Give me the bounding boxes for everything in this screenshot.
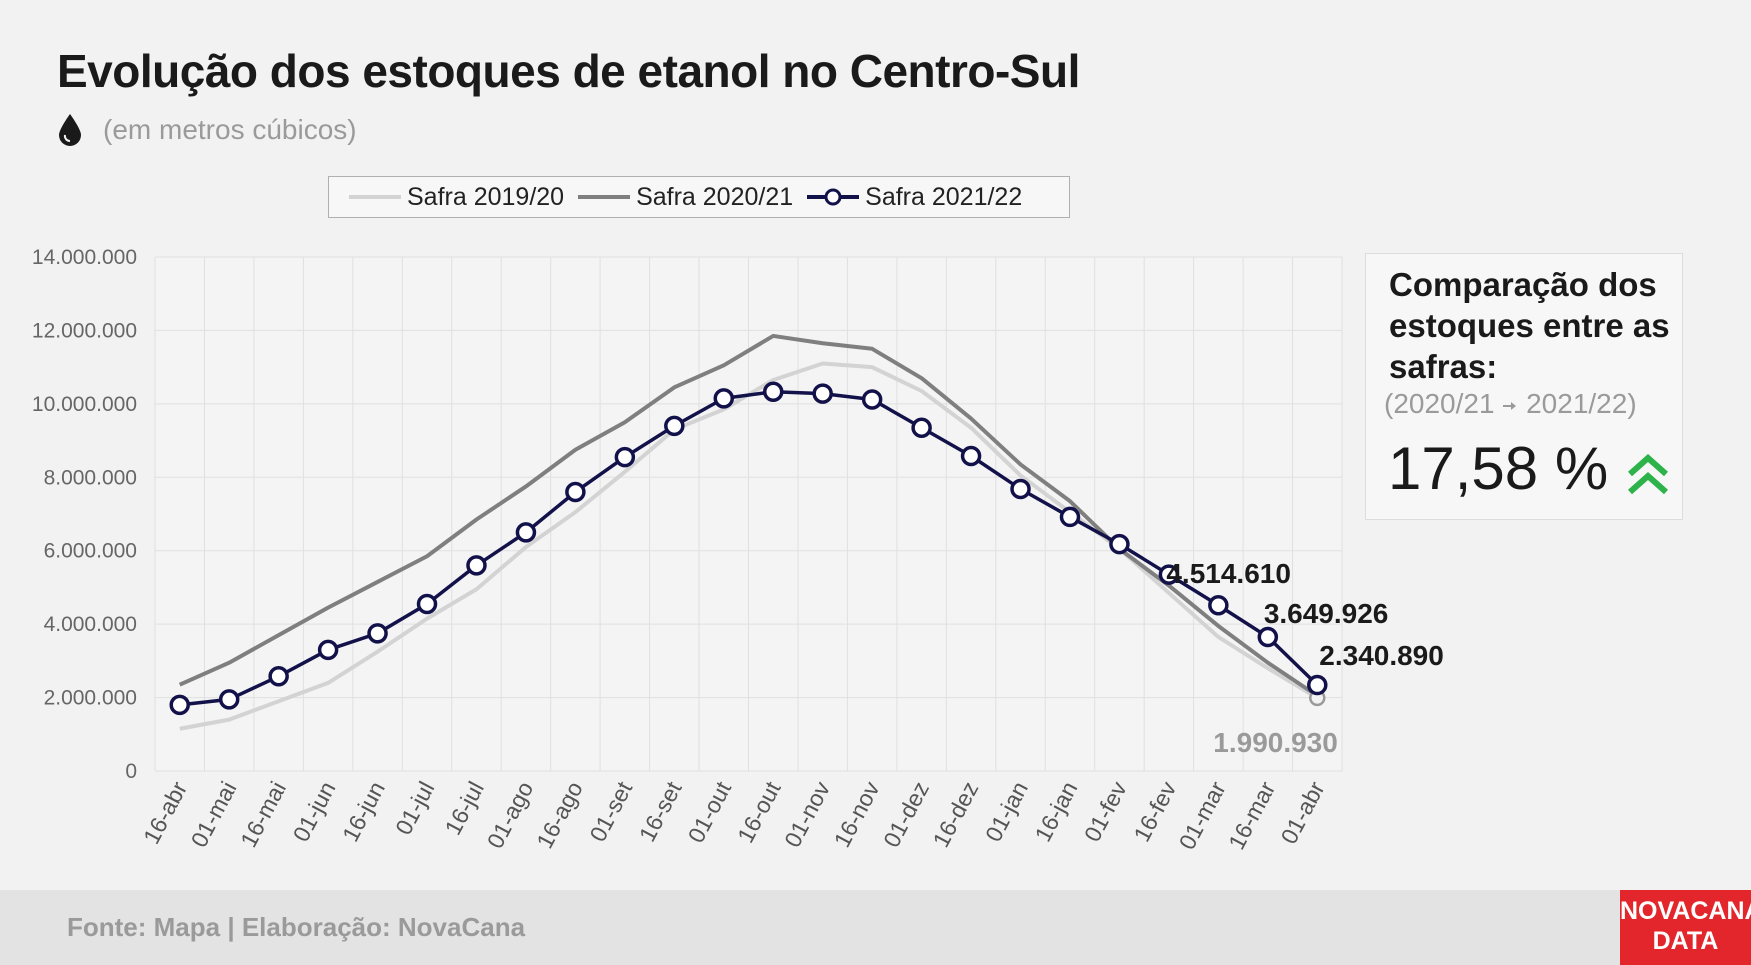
data-point-marker: [812, 383, 833, 404]
x-tick-label: 16-ago: [531, 777, 588, 852]
x-tick-label: 01-out: [683, 777, 737, 847]
data-point-marker: [960, 445, 982, 467]
x-tick-label: 16-fev: [1128, 777, 1181, 846]
chart-subtitle: (em metros cúbicos): [57, 113, 357, 147]
data-point-marker: [416, 593, 438, 615]
data-point-marker: [861, 389, 883, 410]
x-tick-label: 16-out: [732, 777, 786, 847]
series-line: [178, 333, 1319, 698]
legend-swatch-2019-20: [349, 195, 401, 199]
y-tick-label: 6.000.000: [44, 540, 137, 563]
data-point-marker: [565, 481, 586, 503]
data-point-marker: [1208, 594, 1229, 616]
data-point-marker: [317, 639, 339, 661]
data-point-marker: [515, 522, 537, 543]
y-tick-label: 14.000.000: [32, 246, 137, 269]
novacana-data-logo: NOVACANA DATA: [1620, 890, 1751, 965]
x-tick-label: 01-dez: [878, 777, 934, 851]
arrow-right-icon: [1503, 401, 1517, 410]
x-tick-label: 16-set: [634, 777, 687, 846]
comparison-title: Comparação dos estoques entre as safras:: [1389, 266, 1670, 385]
x-tick-label: 01-abr: [1276, 777, 1330, 848]
logo-line2: DATA: [1652, 927, 1719, 955]
data-point-marker: [169, 694, 190, 716]
x-tick-label: 16-mai: [235, 777, 291, 851]
legend-swatch-2020-21: [578, 195, 631, 199]
data-point-marker: [664, 415, 685, 437]
x-tick-label: 16-jul: [440, 777, 489, 839]
comparison-panel: Comparação dos estoques entre as safras:…: [1365, 253, 1683, 520]
x-tick-label: 16-dez: [928, 777, 984, 851]
chart-legend: Safra 2019/20 Safra 2020/21 Safra 2021/2…: [328, 176, 1070, 218]
y-tick-label: 2.000.000: [44, 687, 137, 710]
data-point-marker: [1010, 478, 1031, 500]
line-chart: 0 2.000.000 4.000.000 6.000.000 8.000.000 10.…: [32, 246, 1444, 854]
x-tick-label: 01-jun: [288, 777, 341, 846]
x-tick-label: 01-nov: [779, 777, 835, 852]
drop-icon: [59, 114, 81, 146]
data-label: 4.514.610: [1166, 558, 1291, 589]
y-tick-label: 10.000.000: [32, 393, 137, 416]
data-point-marker: [614, 446, 636, 468]
legend-item-2019-20: Safra 2019/20: [349, 183, 564, 212]
data-point-marker: [268, 666, 289, 687]
data-point-marker: [367, 623, 388, 644]
x-tick-label: 01-ago: [482, 777, 539, 852]
compare-from: (2020/21: [1384, 388, 1495, 419]
source-text: Fonte: Mapa | Elaboração: NovaCana: [67, 912, 526, 942]
legend-item-2021-22: Safra 2021/22: [807, 183, 1022, 212]
y-tick-label: 0: [125, 760, 137, 783]
data-label: 2.340.890: [1319, 640, 1444, 671]
data-point-marker: [466, 555, 487, 576]
data-point-marker: [1158, 564, 1180, 585]
x-tick-label: 01-mai: [186, 777, 242, 851]
data-point-marker: [713, 388, 735, 409]
x-tick-label: 01-jan: [980, 777, 1033, 846]
x-tick-label: 16-nov: [829, 777, 885, 852]
x-tick-label: 16-mar: [1223, 777, 1280, 854]
data-label: 1.990.930: [1213, 727, 1338, 758]
footer: Fonte: Mapa | Elaboração: NovaCana: [0, 890, 1751, 965]
logo-line1: NOVACANA: [1620, 897, 1751, 925]
comparison-value: 17,58 %: [1388, 435, 1609, 502]
x-tick-label: 16-jun: [337, 777, 390, 846]
x-tick-label: 01-jul: [390, 777, 439, 839]
double-chevron-up-icon: [1628, 454, 1668, 495]
y-tick-label: 8.000.000: [44, 466, 137, 489]
x-tick-label: 16-abr: [138, 777, 192, 848]
x-tick-label: 16-jan: [1029, 777, 1082, 846]
legend-label: Safra 2019/20: [407, 182, 565, 211]
data-point-marker: [1257, 626, 1279, 648]
legend-item-2020-21: Safra 2020/21: [578, 183, 793, 212]
compare-to: 2021/22): [1526, 388, 1637, 419]
data-point-marker: [1109, 533, 1130, 555]
data-point-marker: [762, 381, 784, 402]
legend-label: Safra 2021/22: [865, 182, 1023, 211]
subtitle-text: (em metros cúbicos): [103, 114, 357, 145]
comparison-seasons: (2020/21 2021/22): [1384, 388, 1637, 420]
data-point-marker: [911, 417, 932, 438]
legend-swatch-2021-22: [807, 188, 860, 206]
data-point-marker: [1059, 506, 1081, 528]
chart-title: Evolução dos estoques de etanol no Centr…: [57, 45, 1080, 97]
y-tick-label: 12.000.000: [32, 319, 137, 342]
data-label: 3.649.926: [1264, 598, 1389, 629]
data-point-marker: [1307, 674, 1328, 696]
legend-label: Safra 2020/21: [636, 182, 794, 211]
y-tick-label: 4.000.000: [44, 613, 137, 636]
x-tick-label: 01-set: [584, 777, 637, 846]
x-tick-label: 01-fev: [1079, 777, 1132, 846]
data-point-marker: [218, 689, 240, 710]
